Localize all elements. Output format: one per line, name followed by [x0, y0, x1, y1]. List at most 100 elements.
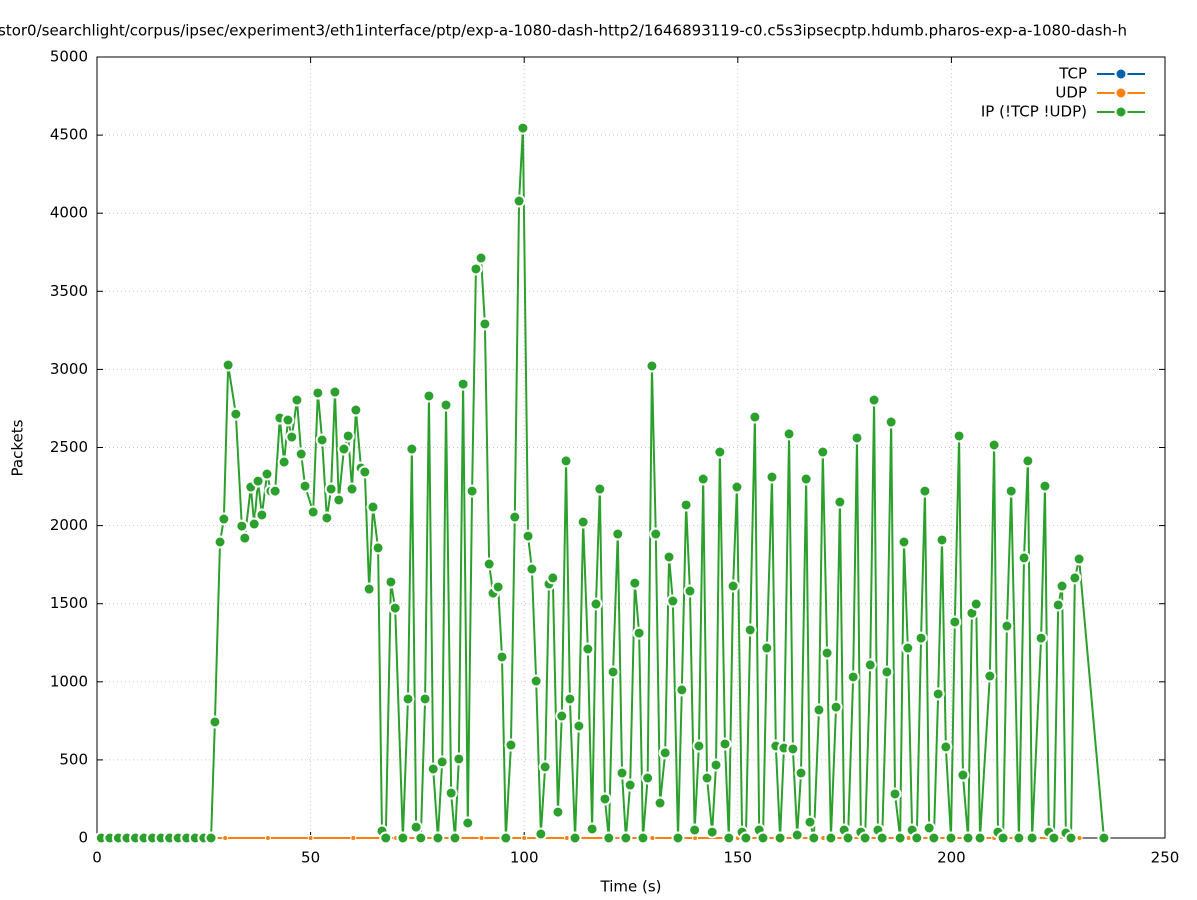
x-tick-label: 250 — [1151, 849, 1180, 867]
data-point — [760, 641, 774, 655]
data-point — [863, 658, 877, 672]
data-point — [555, 709, 569, 723]
data-point — [658, 746, 672, 760]
data-point — [478, 835, 485, 841]
legend-marker — [1114, 86, 1128, 100]
data-point — [1055, 579, 1069, 593]
data-point — [922, 821, 936, 835]
data-point — [679, 498, 693, 512]
data-point — [713, 445, 727, 459]
data-point — [222, 835, 229, 841]
data-point — [636, 831, 650, 845]
data-point — [1012, 831, 1026, 845]
data-point — [807, 831, 821, 845]
data-point — [875, 831, 889, 845]
data-point — [952, 429, 966, 443]
data-point — [867, 393, 881, 407]
data-point — [593, 482, 607, 496]
data-point — [914, 631, 928, 645]
data-point — [268, 484, 282, 498]
data-point — [910, 831, 924, 845]
data-point — [782, 427, 796, 441]
y-tick-label: 1000 — [50, 672, 88, 690]
data-point — [213, 535, 227, 549]
data-point — [1034, 631, 1048, 645]
data-point — [824, 831, 838, 845]
data-point — [641, 771, 655, 785]
y-tick-label: 1500 — [50, 594, 88, 612]
data-point — [1025, 831, 1039, 845]
data-point — [846, 670, 860, 684]
data-point — [632, 626, 646, 640]
data-point — [1064, 831, 1078, 845]
data-point — [217, 512, 231, 526]
data-point — [606, 665, 620, 679]
data-point — [208, 715, 222, 729]
data-point — [324, 482, 338, 496]
data-point — [696, 472, 710, 486]
data-point — [516, 121, 530, 135]
data-point — [794, 766, 808, 780]
data-point — [653, 796, 667, 810]
data-point — [748, 410, 762, 424]
data-point — [474, 251, 488, 265]
data-point — [332, 493, 346, 507]
data-point — [983, 669, 997, 683]
data-point — [456, 377, 470, 391]
data-point — [576, 515, 590, 529]
data-point — [880, 665, 894, 679]
data-point — [743, 623, 757, 637]
data-point — [235, 519, 249, 533]
data-point — [969, 597, 983, 611]
data-point — [563, 692, 577, 706]
data-point — [546, 571, 560, 585]
data-point — [1076, 835, 1083, 841]
data-point — [688, 823, 702, 837]
y-tick-label: 500 — [59, 750, 88, 768]
data-point — [534, 827, 548, 841]
data-point — [961, 831, 975, 845]
data-point — [1097, 831, 1111, 845]
data-point — [315, 433, 329, 447]
data-point — [645, 359, 659, 373]
legend-label: IP (!TCP !UDP) — [981, 103, 1087, 121]
data-point — [944, 831, 958, 845]
data-point — [337, 442, 351, 456]
data-point — [705, 825, 719, 839]
data-point — [816, 445, 830, 459]
y-tick-label: 3500 — [50, 282, 88, 300]
data-point — [739, 831, 753, 845]
series-line — [101, 128, 1105, 842]
data-point — [384, 575, 398, 589]
data-point — [251, 474, 265, 488]
data-point — [281, 413, 295, 427]
data-point — [341, 429, 355, 443]
data-point — [773, 831, 787, 845]
data-point — [362, 582, 376, 596]
data-point — [538, 760, 552, 774]
data-point — [512, 194, 526, 208]
data-point — [521, 529, 535, 543]
data-point — [260, 467, 274, 481]
data-point — [948, 615, 962, 629]
data-point — [1068, 571, 1082, 585]
data-point — [786, 742, 800, 756]
data-point — [294, 447, 308, 461]
data-point — [628, 576, 642, 590]
data-point — [649, 835, 656, 841]
data-point — [1038, 479, 1052, 493]
data-point — [996, 831, 1010, 845]
data-point — [229, 407, 243, 421]
data-point — [358, 465, 372, 479]
data-point — [247, 517, 261, 531]
data-point — [722, 831, 736, 845]
legend-marker — [1114, 105, 1128, 119]
data-point — [439, 398, 453, 412]
data-point — [482, 557, 496, 571]
legend-label: TCP — [1058, 65, 1087, 83]
data-point — [255, 508, 269, 522]
data-point — [328, 385, 342, 399]
y-tick-label: 4500 — [50, 126, 88, 144]
data-point — [444, 786, 458, 800]
